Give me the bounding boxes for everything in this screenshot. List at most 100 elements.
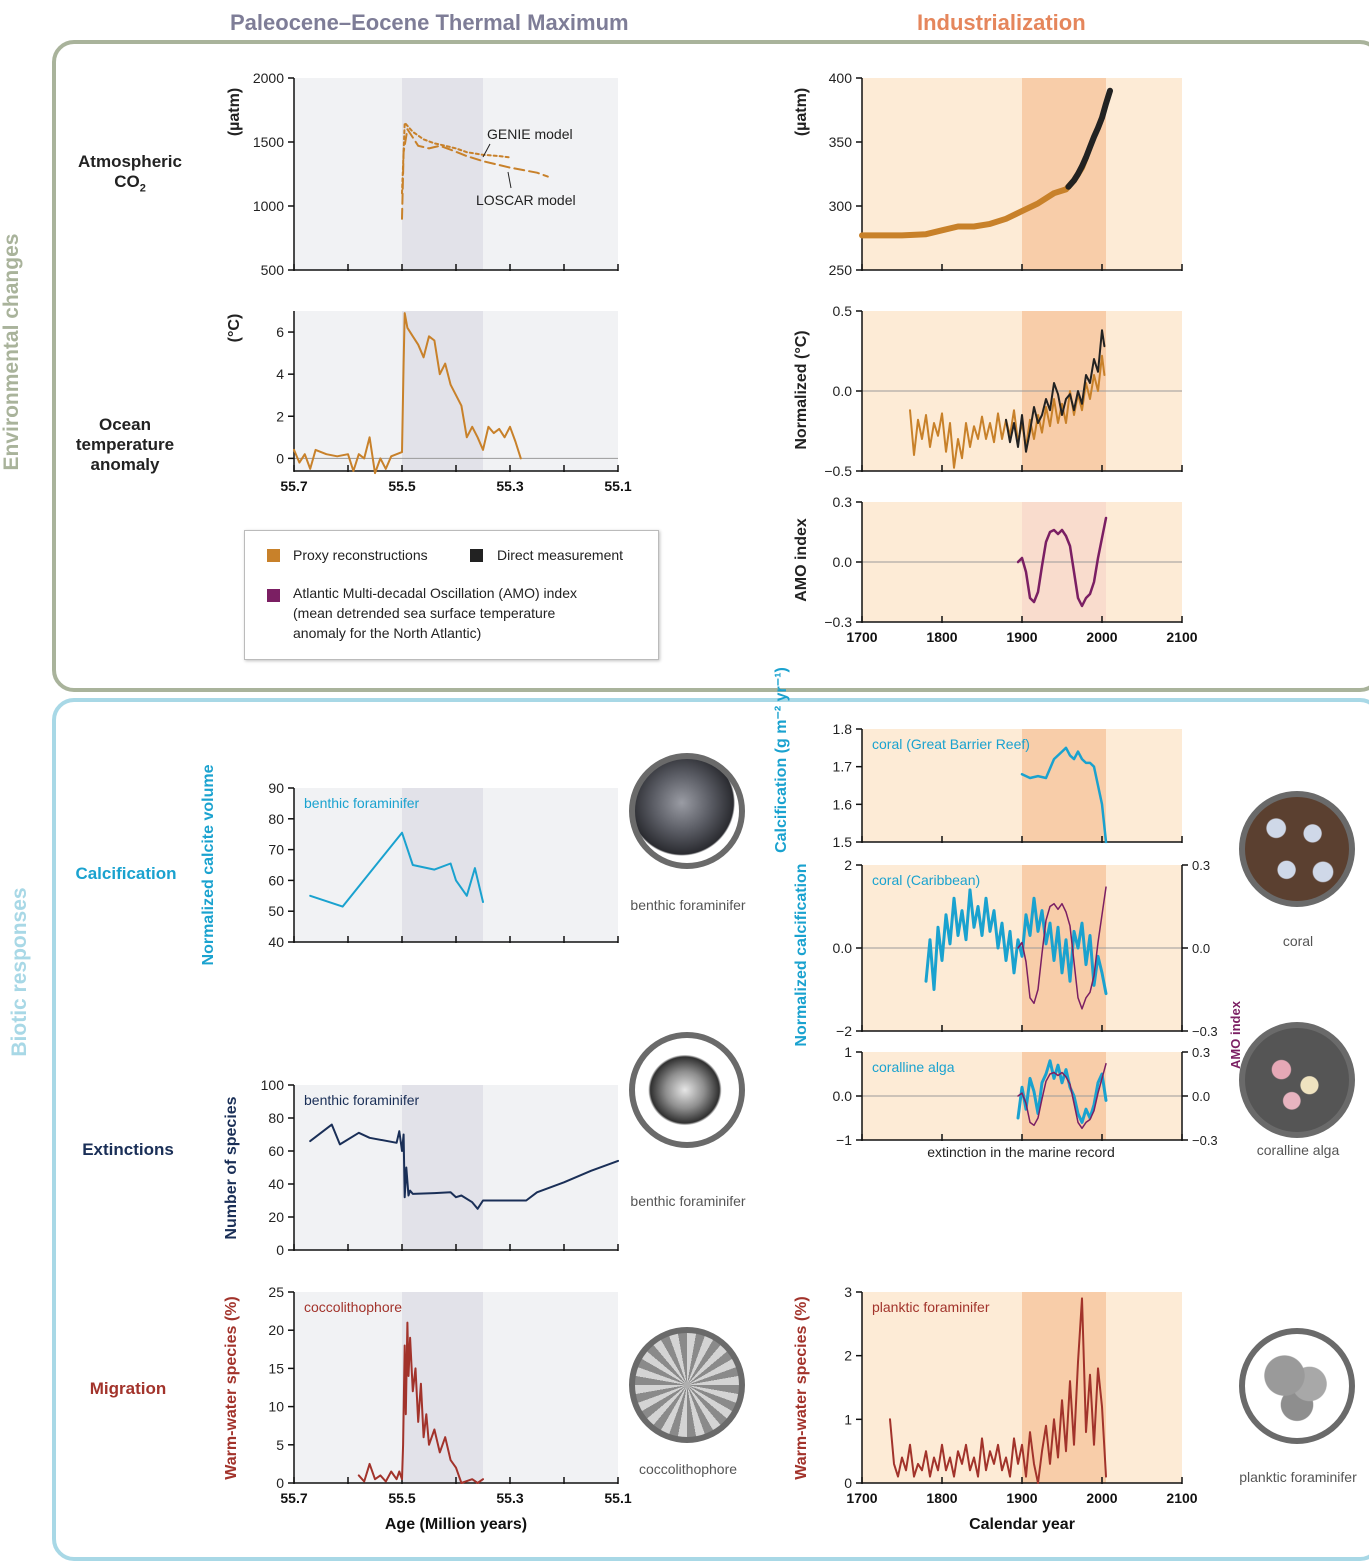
ind_mig-ytick-label-0: 0 [844, 1475, 852, 1491]
petm_mig-ytick-label-1: 5 [276, 1437, 284, 1453]
ind_amo-xtick-label-4: 2100 [1166, 629, 1197, 645]
ext-row-label: Extinctions [82, 1140, 174, 1159]
coccolithophore-image [629, 1327, 745, 1443]
legend-direct-swatch [470, 549, 483, 562]
petm_temp-ytick-label-1: 2 [276, 408, 284, 424]
ind_coral_gbr-ytick-label-3: 1.8 [833, 721, 853, 737]
petm_mig-ytick-label-4: 20 [268, 1322, 284, 1338]
petm_temp-petm-band [402, 311, 483, 471]
petm_calc-series-name: benthic foraminifer [304, 795, 420, 811]
planktic-foraminifer-image [1239, 1328, 1355, 1444]
genie-model-label: GENIE model [487, 126, 573, 142]
ind_coral_gbr-ytick-label-2: 1.7 [833, 759, 853, 775]
coralline-alga-caption: coralline alga [1256, 1142, 1340, 1158]
petm_temp-xtick-label-3: 55.1 [604, 478, 631, 494]
petm_co2-ytick-label-1: 1000 [253, 198, 284, 214]
petm-mig-ylabel: Warm-water species (%) [223, 1296, 240, 1479]
petm_mig-ytick-label-3: 15 [268, 1360, 284, 1376]
ind_mig-series-name: planktic foraminifer [872, 1299, 990, 1315]
petm_calc-ytick-label-5: 90 [268, 780, 284, 796]
petm_ext-ytick-label-1: 20 [268, 1209, 284, 1225]
legend-direct-label: Direct measurement [497, 547, 624, 563]
ind_mig-ytick-label-3: 3 [844, 1284, 852, 1300]
ind_mig-ind-band [1022, 1292, 1106, 1483]
co2-label-main: CO [114, 172, 140, 191]
bio-section-frame [52, 698, 1369, 1561]
ind_co2-ytick-label-2: 350 [829, 134, 853, 150]
ind_mig-series-0 [889, 1297, 1107, 1484]
petm_mig-ytick-label-2: 10 [268, 1399, 284, 1415]
legend-amo-line3: anomaly for the North Atlantic) [293, 625, 482, 641]
env-section-frame [52, 40, 1369, 692]
petm_temp-ytick-label-0: 0 [276, 450, 284, 466]
petm_temp-ytick-label-2: 4 [276, 366, 284, 382]
ind_amo-series-0 [1016, 516, 1108, 608]
ind_alga-ytick-label-0: −1 [836, 1132, 852, 1148]
petm_ext-ytick-label-5: 100 [261, 1077, 285, 1093]
ind_coral_carib-y2tick-label-0: −0.3 [1192, 1024, 1218, 1039]
ind_alga-y2tick-label-0: −0.3 [1192, 1133, 1218, 1148]
ind_co2-ind-band [1022, 78, 1106, 270]
petm_ext-ytick-label-4: 80 [268, 1110, 284, 1126]
ind-gbr-ylabel: Calcification (g m⁻² yr⁻¹) [773, 667, 790, 853]
ind_coral_carib-series-name: coral (Caribbean) [872, 872, 980, 888]
ind_co2-ytick-label-3: 400 [829, 70, 853, 86]
ind_alga-y2tick-label-1: 0.0 [1192, 1089, 1210, 1104]
benthic-caption-1: benthic foraminifer [630, 897, 746, 913]
petm_co2-series-1 [401, 128, 549, 220]
ind_mig-ytick-label-1: 1 [844, 1411, 852, 1427]
ind-amo-ylabel: AMO index [793, 518, 810, 602]
ind-calc-ylabel: Normalized calcification [793, 863, 810, 1046]
ind_coral_carib-series-1 [1017, 886, 1107, 1010]
petm-calc-ylabel: Normalized calcite volume [200, 764, 217, 965]
ind_mig-xtick-label-2: 1900 [1006, 1490, 1037, 1506]
petm_co2-ytick-label-3: 2000 [253, 70, 284, 86]
loscar-model-label: LOSCAR model [476, 192, 576, 208]
ind_alga-ytick-label-2: 1 [844, 1044, 852, 1060]
ind_amo-xtick-label-3: 2000 [1086, 629, 1117, 645]
legend-amo-line2: (mean detrended sea surface temperature [293, 605, 556, 621]
ind_coral_carib-ytick-label-0: −2 [836, 1023, 852, 1039]
ind_mig-xtick-label-3: 2000 [1086, 1490, 1117, 1506]
ind_amo-ytick-label-0: −0.3 [824, 614, 852, 630]
ind_coral_gbr-series-name: coral (Great Barrier Reef) [872, 736, 1030, 752]
legend-amo-swatch [267, 589, 280, 602]
planktic-caption: planktic foraminifer [1239, 1469, 1357, 1485]
petm-co2-ylabel: (µatm) [226, 88, 243, 136]
petm_calc-series-0 [309, 831, 484, 908]
genie-model-leader [482, 143, 491, 158]
ind_mig-xtick-label-1: 1800 [926, 1490, 957, 1506]
legend-proxy-swatch [267, 549, 280, 562]
petm_ext-ytick-label-0: 0 [276, 1242, 284, 1258]
co2-row-label: Atmospheric CO2 [50, 152, 210, 198]
petm_mig-series-0 [357, 1321, 484, 1484]
ind_co2-ytick-label-0: 250 [829, 262, 853, 278]
ind_coral_gbr-series-0 [1020, 746, 1108, 844]
petm-temp-ylabel: (°C) [226, 314, 243, 343]
petm_ext-ytick-label-2: 40 [268, 1176, 284, 1192]
ind_temp-ytick-label-0: −0.5 [824, 463, 852, 479]
coralline-alga-image [1239, 1022, 1355, 1138]
petm_ext-series-0 [309, 1123, 619, 1210]
ind_temp-series-1 [1005, 329, 1106, 453]
benthic-foraminifer-image-2 [629, 1032, 745, 1148]
coral-image [1239, 791, 1355, 907]
ind_temp-ytick-label-2: 0.5 [833, 303, 853, 319]
petm_mig-xtick-label-0: 55.7 [280, 1490, 307, 1506]
petm_calc-ytick-label-2: 60 [268, 872, 284, 888]
petm_co2-petm-band [402, 78, 483, 270]
petm-ext-ylabel: Number of species [223, 1096, 240, 1239]
petm_mig-xtick-label-1: 55.5 [388, 1490, 415, 1506]
ind_coral_carib-y2tick-label-1: 0.0 [1192, 941, 1210, 956]
legend-box: Proxy reconstructions Direct measurement… [244, 530, 659, 660]
loscar-model-leader [507, 171, 512, 189]
ind_amo-ytick-label-1: 0.0 [833, 554, 853, 570]
petm_co2-series-0 [401, 121, 511, 195]
petm_co2-ytick-label-0: 500 [261, 262, 285, 278]
co2-label-sub: 2 [139, 182, 146, 195]
ind_co2-series-1 [1065, 87, 1113, 190]
petm_temp-xtick-label-1: 55.5 [388, 478, 415, 494]
ind_coral_gbr-ytick-label-1: 1.6 [833, 796, 853, 812]
temp-row-label: Ocean temperature anomaly [75, 415, 175, 474]
